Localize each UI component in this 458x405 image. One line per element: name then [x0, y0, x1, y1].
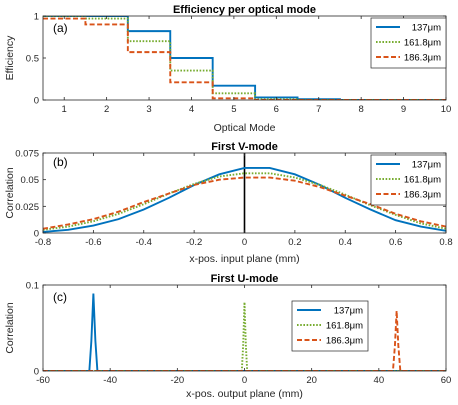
- x-tick-label: 8: [359, 104, 364, 115]
- x-tick-label: 3: [146, 104, 151, 115]
- panel-label: (a): [53, 21, 68, 35]
- x-tick-label: 0.4: [339, 237, 352, 248]
- x-tick-label: 9: [401, 104, 406, 115]
- x-tick-label: 10: [441, 104, 452, 115]
- x-tick-label: 2: [104, 104, 109, 115]
- y-axis-label: Correlation: [4, 167, 16, 219]
- x-tick-label: -40: [103, 375, 117, 386]
- y-tick-label: 0.025: [15, 202, 39, 213]
- legend-label-3: 186.3μm: [326, 336, 363, 347]
- legend-label-1: 137μm: [334, 306, 363, 317]
- series-line-3: [43, 17, 446, 100]
- y-tick-label: 0: [34, 229, 39, 240]
- legend-label-1: 137μm: [412, 23, 441, 34]
- legend-label-1: 137μm: [412, 160, 441, 171]
- x-tick-label: 0.2: [288, 237, 301, 248]
- series-line-3: [43, 176, 446, 230]
- legend: 137μm 161.8μm 186.3μm: [370, 17, 447, 69]
- x-tick-label: 4: [189, 104, 194, 115]
- x-tick-label: 6: [274, 104, 279, 115]
- legend: 137μm 161.8μm 186.3μm: [370, 154, 447, 206]
- x-tick-label: 0.8: [439, 237, 452, 248]
- series-line-1: [43, 293, 446, 371]
- x-tick-label: 40: [374, 375, 385, 386]
- y-tick-label: 0.05: [21, 175, 40, 186]
- x-tick-label: 20: [306, 375, 317, 386]
- panel-label: (b): [53, 155, 68, 169]
- chart-panel-1: 1 2 3 4 5 6 7 8 9 10 0 0.5 1 Efficiency per optical m…: [4, 4, 451, 134]
- legend-label-2: 161.8μm: [404, 175, 441, 186]
- plot-area: [43, 285, 446, 371]
- x-tick-label: -60: [36, 375, 50, 386]
- series-line-2: [43, 172, 446, 231]
- series-line-1: [43, 166, 446, 233]
- y-tick-label: 0.075: [15, 149, 39, 160]
- y-tick-label: 0.1: [26, 281, 39, 292]
- legend-label-3: 186.3μm: [404, 53, 441, 64]
- x-tick-label: 0: [242, 375, 247, 386]
- x-axis-label: x-pos. input plane (mm): [189, 253, 299, 265]
- x-tick-label: -20: [170, 375, 184, 386]
- chart-title: First U-mode: [211, 273, 279, 285]
- x-tick-label: 5: [231, 104, 236, 115]
- x-tick-label: -0.4: [136, 237, 152, 248]
- y-tick-label: 1: [34, 12, 39, 23]
- x-tick-label: -0.2: [186, 237, 202, 248]
- x-axis-label: x-pos. output plane (mm): [186, 388, 303, 400]
- x-tick-label: -0.8: [35, 237, 51, 248]
- chart-panel-3: -60 -40 -20 0 20 40 60 0 0.1 First U-mode x-pos. o…: [4, 273, 451, 400]
- x-tick-label: -0.6: [85, 237, 101, 248]
- x-tick-label: 0.6: [389, 237, 402, 248]
- x-axis-label: Optical Mode: [214, 122, 276, 134]
- legend-label-3: 186.3μm: [404, 190, 441, 201]
- y-tick-label: 0.5: [26, 54, 39, 65]
- y-axis-label: Efficiency: [4, 35, 16, 80]
- x-tick-label: 1: [62, 104, 67, 115]
- legend-label-2: 161.8μm: [404, 38, 441, 49]
- chart-title: First V-mode: [211, 141, 278, 153]
- y-tick-label: 0: [34, 367, 39, 378]
- chart-panel-2: -0.8 -0.6 -0.4 -0.2 0 0.2 0.4 0.6 0.8 0 0.025 0.05 0…: [4, 141, 453, 265]
- legend-box: [291, 300, 369, 352]
- legend: 137μm 161.8μm 186.3μm: [291, 300, 369, 352]
- y-tick-label: 0: [34, 96, 39, 107]
- legend-label-2: 161.8μm: [326, 321, 363, 332]
- x-tick-label: 0: [242, 237, 247, 248]
- x-tick-label: 7: [316, 104, 321, 115]
- y-axis-label: Correlation: [4, 302, 16, 354]
- chart-title: Efficiency per optical mode: [173, 4, 316, 16]
- panel-label: (c): [53, 290, 67, 304]
- x-tick-label: 60: [441, 375, 452, 386]
